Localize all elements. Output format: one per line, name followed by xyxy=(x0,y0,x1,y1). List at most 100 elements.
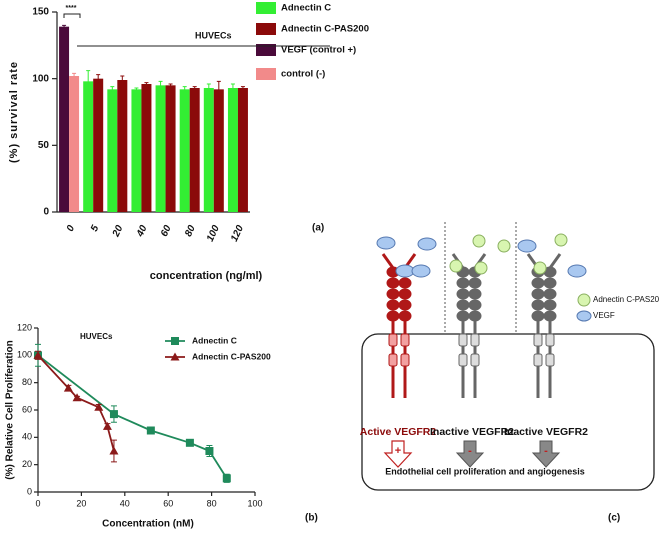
receptor-domain xyxy=(531,277,545,289)
adnectin xyxy=(533,261,547,275)
error-bar xyxy=(158,80,163,90)
marker xyxy=(109,410,118,419)
error-bar xyxy=(182,86,187,92)
receptor-domain xyxy=(398,310,412,322)
bar xyxy=(93,78,104,213)
bar xyxy=(203,88,214,212)
receptor-domain xyxy=(543,266,557,278)
diagram: Adnectin C-PAS200 VEGF Active VEGFR2 Ina… xyxy=(360,222,659,491)
receptor-label: Inactive VEGFR2 xyxy=(504,426,588,438)
receptor-domain xyxy=(531,288,545,300)
receptor-domain xyxy=(456,310,470,322)
receptor-domain xyxy=(468,288,482,300)
receptor-label: Active VEGFR2 xyxy=(360,426,437,438)
marker xyxy=(205,447,214,455)
arrow xyxy=(383,440,413,468)
x-tick-label: 80 xyxy=(183,223,198,238)
bar xyxy=(141,84,152,212)
receptor-domain xyxy=(386,288,400,300)
receptor-segment xyxy=(533,333,543,347)
bar xyxy=(237,88,248,212)
marker xyxy=(185,438,194,447)
receptor-domain xyxy=(456,288,470,300)
x-tick-label: 0 xyxy=(35,498,40,508)
vegf xyxy=(376,236,396,250)
receptor-segment xyxy=(400,353,410,367)
receptor-domain xyxy=(386,277,400,289)
x-tick-label: 60 xyxy=(163,498,173,508)
error-bar xyxy=(144,82,149,86)
error-bar xyxy=(134,87,139,91)
receptor-domain xyxy=(456,299,470,311)
marker xyxy=(94,402,104,411)
caption: Endothelial cell proliferation and angio… xyxy=(385,466,585,476)
series-line xyxy=(37,354,228,479)
bracket xyxy=(63,13,81,18)
legend-label: Adnectin C xyxy=(192,335,237,345)
receptor-segment xyxy=(388,333,398,347)
y-tick-label: 20 xyxy=(22,459,32,469)
legend-marker xyxy=(170,352,180,361)
panel-label: (b) xyxy=(305,513,318,524)
error-bar xyxy=(206,83,211,92)
legend-label: Adnectin C-PAS200 xyxy=(192,351,271,361)
receptor-domain xyxy=(531,299,545,311)
receptor-domain xyxy=(398,299,412,311)
error-bar xyxy=(168,83,173,87)
marker xyxy=(72,393,82,402)
legend-label: Adnectin C-PAS200 xyxy=(281,24,369,35)
receptor-arm xyxy=(548,253,562,269)
y-tick-label: 0 xyxy=(43,207,49,218)
x-tick-label: 20 xyxy=(76,498,86,508)
panel-label: (c) xyxy=(608,513,620,524)
x-tick-label: 20 xyxy=(110,223,125,239)
bar xyxy=(213,89,224,212)
receptor-domain xyxy=(531,310,545,322)
x-tick-label: 100 xyxy=(247,498,262,508)
legend-label: VEGF (control +) xyxy=(281,45,356,56)
adnectin xyxy=(474,261,488,275)
adnectin xyxy=(554,233,568,247)
receptor-domain xyxy=(398,277,412,289)
receptor-segment xyxy=(388,353,398,367)
error-bar xyxy=(96,74,101,83)
y-axis-label: (%) Relative Cell Proliferation xyxy=(5,340,16,479)
y-tick-label: 150 xyxy=(32,7,49,18)
error-bar xyxy=(230,83,235,92)
x-tick-label: 100 xyxy=(205,223,222,243)
bar xyxy=(189,88,200,212)
marker xyxy=(109,446,119,455)
legend-marker xyxy=(171,337,179,345)
marker xyxy=(146,426,155,435)
legend-label: VEGF xyxy=(593,311,615,320)
receptor-segment xyxy=(470,353,480,367)
legend-swatch xyxy=(256,2,276,14)
receptor-domain xyxy=(456,277,470,289)
y-tick-label: 40 xyxy=(22,432,32,442)
marker xyxy=(63,383,73,392)
y-tick-label: 0 xyxy=(27,486,32,496)
receptor-segment xyxy=(400,333,410,347)
legend-swatch xyxy=(256,23,276,35)
receptor-segment xyxy=(545,353,555,367)
error-bar xyxy=(216,80,221,98)
marker xyxy=(102,421,112,430)
error-bar xyxy=(72,72,77,79)
receptor-domain xyxy=(468,277,482,289)
x-axis-label: Concentration (nM) xyxy=(102,519,194,530)
receptor-segment xyxy=(470,333,480,347)
adnectin xyxy=(497,239,511,253)
y-tick-label: 100 xyxy=(32,73,49,84)
x-tick-label: 40 xyxy=(134,223,149,239)
y-tick-label: 120 xyxy=(17,322,32,332)
panel-label: (a) xyxy=(312,223,324,234)
legend-label: Adnectin C xyxy=(281,3,331,14)
y-tick-label: 60 xyxy=(22,404,32,414)
receptor-segment xyxy=(545,333,555,347)
y-axis-label: (%) survival rate xyxy=(8,61,20,163)
vegf xyxy=(395,264,415,278)
x-tick-label: 5 xyxy=(89,223,102,233)
y-tick-label: 80 xyxy=(22,377,32,387)
error-bar xyxy=(62,24,67,28)
